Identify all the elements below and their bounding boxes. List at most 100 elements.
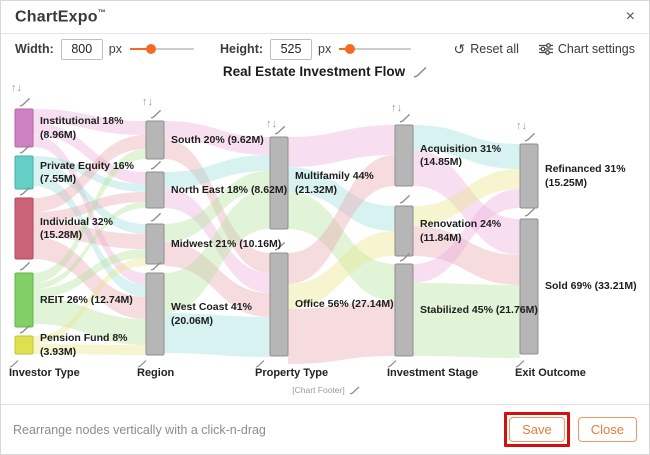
sankey-node-south[interactable]	[145, 120, 165, 160]
edit-node-icon[interactable]	[399, 113, 411, 123]
chart-footer-text: [Chart Footer]	[292, 385, 345, 395]
edit-title-icon[interactable]	[413, 65, 427, 78]
sankey-link-south-office	[164, 139, 270, 273]
sankey-node-institutional[interactable]	[14, 108, 34, 148]
width-slider[interactable]	[129, 43, 194, 55]
sankey-link-pension_fund-west_coast	[33, 344, 146, 355]
chart-title: Real Estate Investment Flow	[222, 64, 406, 79]
reset-all-button[interactable]: ↺ Reset all	[454, 42, 519, 56]
controls-row: Width: px Height: px ↺ Reset all	[1, 34, 649, 64]
edit-node-icon[interactable]	[19, 261, 31, 271]
sort-column-icon[interactable]: ↑↓	[391, 102, 402, 114]
edit-node-icon[interactable]	[399, 252, 411, 262]
sankey-node-pension_fund[interactable]	[14, 335, 34, 355]
sankey-link-reit-west_coast	[33, 298, 146, 345]
sankey-link-pension_fund-midwest	[33, 258, 146, 344]
statusbar-hint: Rearrange nodes vertically with a click-…	[13, 422, 266, 437]
sankey-link-office-stabilized	[288, 301, 395, 364]
height-label: Height:	[219, 42, 264, 56]
sort-column-icon[interactable]: ↑↓	[266, 118, 277, 130]
reset-all-label: Reset all	[470, 42, 519, 56]
edit-node-icon[interactable]	[150, 212, 162, 222]
sankey-link-private_equity-north_east	[33, 156, 146, 192]
edit-node-icon[interactable]	[19, 97, 31, 107]
sankey-node-north_east[interactable]	[145, 171, 165, 209]
edit-node-icon[interactable]	[274, 125, 286, 135]
sankey-node-multifamily[interactable]	[269, 136, 289, 230]
edit-node-icon[interactable]	[150, 261, 162, 271]
sankey-link-renovation-sold	[413, 226, 520, 285]
width-input[interactable]	[60, 38, 103, 60]
app-title: ChartExpo™	[15, 8, 106, 26]
chart-settings-button[interactable]: Chart settings	[538, 42, 635, 56]
sankey-link-north_east-office	[164, 188, 270, 293]
save-button[interactable]: Save	[509, 417, 565, 442]
sankey-node-private_equity[interactable]	[14, 155, 34, 190]
sankey-link-acquisition-refinanced	[413, 125, 520, 169]
sankey-node-sold[interactable]	[519, 218, 539, 355]
width-slider-fill	[129, 48, 152, 50]
sankey-link-west_coast-office	[164, 313, 270, 357]
sankey-svg: ↑↓ ↑↓ ↑↓ ↑↓ ↑↓	[11, 82, 539, 364]
sankey-link-stabilized-refinanced	[413, 189, 520, 283]
edit-node-icon[interactable]	[274, 241, 286, 251]
sankey-link-renovation-refinanced	[413, 169, 520, 226]
chart-settings-label: Chart settings	[557, 42, 635, 56]
sankey-link-stabilized-sold	[413, 283, 520, 358]
save-highlight-annotation: Save	[504, 412, 570, 447]
chart-settings-icon	[538, 43, 553, 55]
edit-node-icon[interactable]	[150, 160, 162, 170]
width-slider-thumb[interactable]	[146, 44, 157, 54]
height-input[interactable]	[270, 38, 313, 60]
height-unit: px	[318, 42, 332, 56]
reset-icon: ↺	[453, 41, 466, 57]
dialog-header: ChartExpo™ ×	[1, 1, 649, 34]
sort-column-icon[interactable]: ↑↓	[142, 96, 153, 108]
edit-footer-icon[interactable]	[349, 385, 360, 395]
sankey-node-renovation[interactable]	[394, 205, 414, 257]
sankey-node-acquisition[interactable]	[394, 124, 414, 187]
sankey-link-reit-south	[33, 149, 146, 283]
sankey-chart: ↑↓ ↑↓ ↑↓ ↑↓ ↑↓ Institutional 18% (8.96M) Priva…	[1, 79, 649, 401]
edit-node-icon[interactable]	[19, 144, 31, 154]
edit-node-icon[interactable]	[19, 324, 31, 334]
sankey-link-multifamily-stabilized	[288, 192, 395, 301]
sankey-link-institutional-north_east	[33, 123, 146, 184]
height-slider-fill	[339, 48, 351, 50]
sankey-link-multifamily-acquisition	[288, 125, 395, 167]
sankey-node-office[interactable]	[269, 252, 289, 357]
sankey-link-private_equity-west_coast	[33, 174, 146, 297]
sort-column-icon[interactable]: ↑↓	[516, 120, 527, 132]
sankey-link-individual-north_east	[33, 192, 146, 222]
trademark-symbol: ™	[97, 7, 106, 17]
sankey-link-midwest-office	[164, 242, 270, 317]
statusbar: Rearrange nodes vertically with a click-…	[1, 404, 649, 454]
dialog-close-icon[interactable]: ×	[625, 8, 635, 25]
edit-node-icon[interactable]	[524, 207, 536, 217]
sankey-node-stabilized[interactable]	[394, 263, 414, 357]
sankey-link-reit-north_east	[33, 202, 146, 289]
height-slider[interactable]	[339, 43, 412, 55]
sankey-link-multifamily-renovation	[288, 167, 395, 231]
close-button[interactable]: Close	[577, 417, 637, 442]
width-label: Width:	[15, 42, 54, 56]
sort-column-icon[interactable]: ↑↓	[11, 82, 22, 94]
edit-node-icon[interactable]	[19, 186, 31, 196]
edit-node-icon[interactable]	[524, 132, 536, 142]
sankey-node-reit[interactable]	[14, 272, 34, 328]
height-slider-thumb[interactable]	[345, 44, 356, 54]
chart-footer: [Chart Footer]	[1, 385, 649, 395]
sankey-link-reit-midwest	[33, 249, 146, 298]
chart-title-row: Real Estate Investment Flow	[1, 63, 649, 81]
width-unit: px	[108, 42, 122, 56]
sankey-node-midwest[interactable]	[145, 223, 165, 265]
edit-node-icon[interactable]	[399, 194, 411, 204]
sankey-node-west_coast[interactable]	[145, 272, 165, 356]
sankey-link-individual-south	[33, 135, 146, 212]
sankey-link-institutional-west_coast	[33, 135, 146, 285]
sankey-node-refinanced[interactable]	[519, 143, 539, 209]
sankey-link-acquisition-sold	[413, 150, 520, 255]
edit-node-icon[interactable]	[150, 109, 162, 119]
sankey-node-individual[interactable]	[14, 197, 34, 260]
